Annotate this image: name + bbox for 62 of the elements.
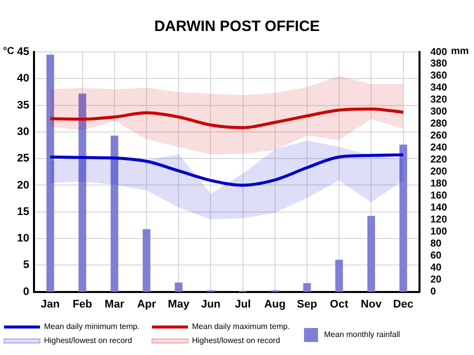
x-tick-label: Aug <box>264 298 286 310</box>
x-tick-label: Jul <box>234 298 251 310</box>
y2-tick-label: 60 <box>430 250 442 262</box>
y2-tick-label: 320 <box>430 94 448 106</box>
bar <box>367 216 376 292</box>
y2-tick-label: 380 <box>430 58 448 70</box>
y2-tick-label: 240 <box>430 142 448 154</box>
bar <box>174 282 182 292</box>
x-tick-label: May <box>168 298 190 310</box>
y2-tick-label: 120 <box>430 214 448 226</box>
y2-tick-label: 300 <box>430 106 448 118</box>
y2-tick-label: 160 <box>430 190 448 202</box>
y2-tick-label: 200 <box>430 166 448 178</box>
x-tick-label: Nov <box>360 298 382 310</box>
bar <box>110 136 118 292</box>
x-tick-label: Jan <box>40 298 60 310</box>
y2-tick-label: 40 <box>430 262 442 274</box>
y2-tick-label: 360 <box>430 70 448 82</box>
bar <box>142 229 150 292</box>
line-series <box>48 108 405 130</box>
y-tick-label: 25 <box>16 152 30 165</box>
text: Highest/lowest on record <box>44 336 132 346</box>
x-tick-label: Sep <box>296 298 318 310</box>
bar <box>78 94 86 292</box>
x-tick-label: Jun <box>200 298 221 310</box>
y-tick-label: 35 <box>16 99 30 112</box>
y2-tick-label: 400 <box>430 46 448 58</box>
bar <box>46 54 54 292</box>
y2-tick-label: 280 <box>430 118 448 130</box>
x-tick-label: Dec <box>393 298 414 310</box>
y-tick-label: 40 <box>16 72 30 85</box>
y2-tick-label: 80 <box>430 238 442 250</box>
legend-label: Mean daily minimum temp. <box>44 322 140 332</box>
y-tick-label: 5 <box>23 259 30 272</box>
y2-tick-label: 140 <box>430 202 448 214</box>
y2-tick-label: 220 <box>430 154 448 166</box>
y2-tick-label: 20 <box>430 274 442 286</box>
y2-tick-label: 260 <box>430 130 448 142</box>
y-tick-label: 0 <box>23 286 30 298</box>
y2-tick-label: 0 <box>430 286 436 298</box>
x-tick-label: Feb <box>72 298 92 310</box>
chart-title: DARWIN POST OFFICE <box>153 18 321 35</box>
x-tick-label: Apr <box>137 298 157 310</box>
y-tick-label: 45 <box>16 46 30 58</box>
bar <box>335 260 343 292</box>
y2-axis-title: mm <box>451 46 469 57</box>
y-tick-label: 10 <box>16 232 30 245</box>
y2-tick-label: 100 <box>430 226 448 238</box>
x-tick-label: Mar <box>104 298 125 310</box>
x-tick-label: Oct <box>330 298 349 310</box>
bar <box>303 283 311 292</box>
y2-tick-label: 180 <box>430 178 448 190</box>
y-tick-label: 30 <box>16 126 30 138</box>
y2-tick-label: 340 <box>430 82 448 94</box>
bar <box>399 144 408 292</box>
y-axis-title: °C <box>3 46 14 57</box>
y-tick-label: 20 <box>16 179 30 192</box>
y-tick-label: 15 <box>16 206 30 218</box>
legend-label: Mean daily maximum temp. <box>192 322 290 332</box>
legend-label: Mean monthly rainfall <box>324 330 400 340</box>
line-series <box>48 153 405 187</box>
text: Highest/lowest on record <box>192 336 280 346</box>
